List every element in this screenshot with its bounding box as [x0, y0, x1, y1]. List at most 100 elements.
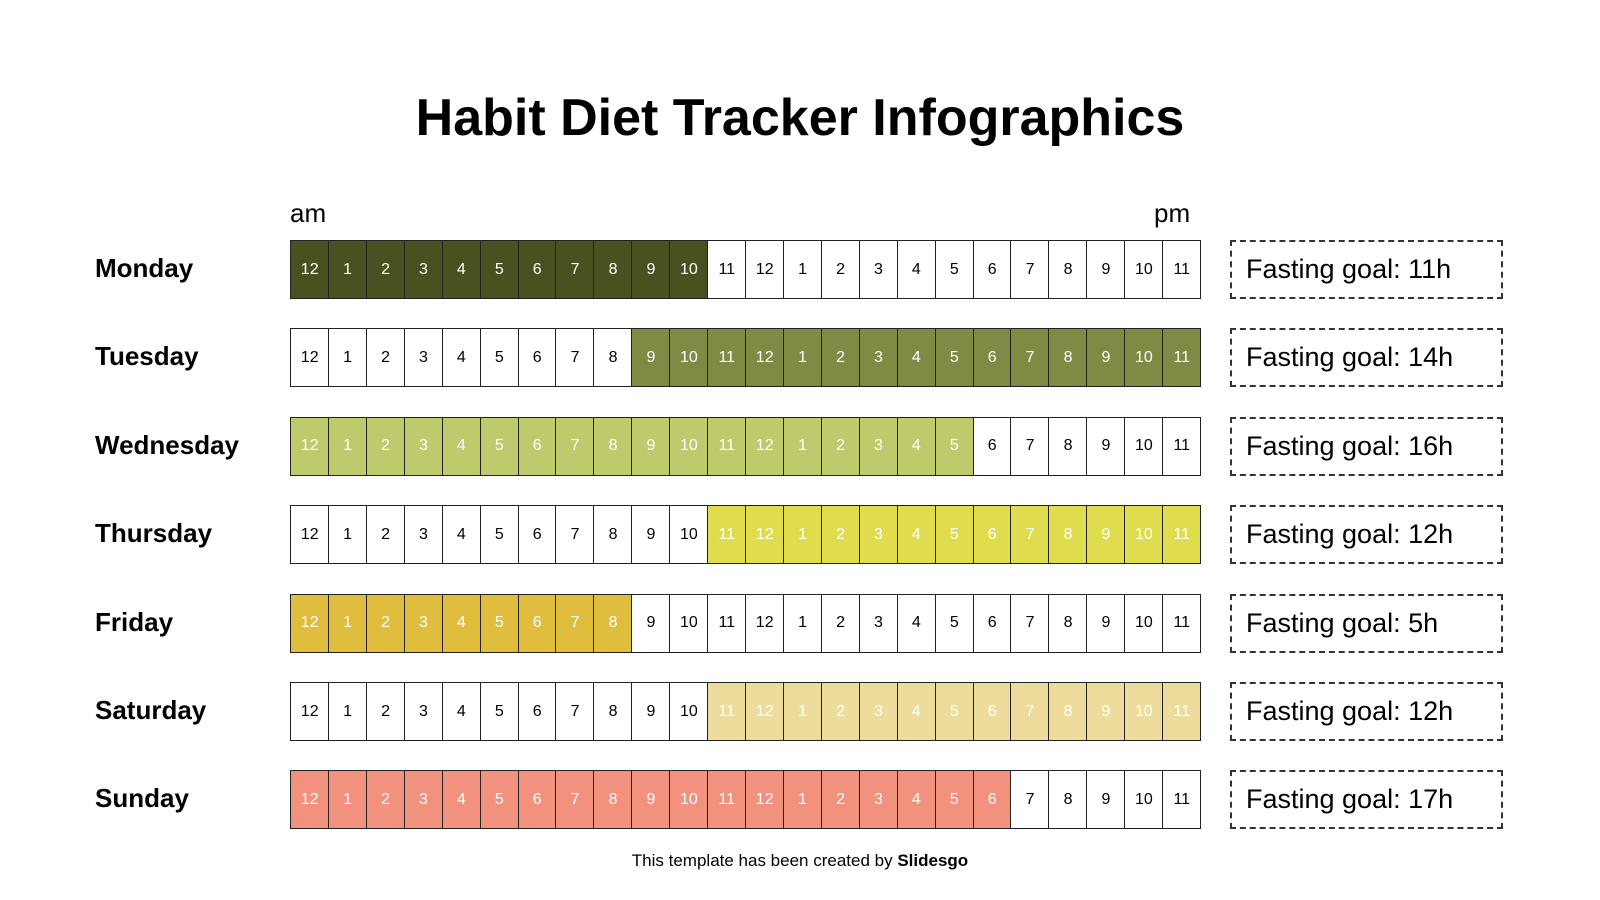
hour-cell: 7 [1010, 682, 1050, 741]
hour-cell: 9 [631, 240, 671, 299]
hour-cell: 3 [403, 505, 444, 565]
hour-cell: 5 [934, 505, 974, 565]
hour-cell: 10 [1124, 770, 1164, 830]
hour-cell: 11 [707, 770, 747, 830]
hour-cell: 12 [745, 416, 785, 476]
hour-cell: 2 [820, 770, 861, 830]
hour-cell: 5 [934, 328, 974, 388]
hour-cell: 10 [1124, 416, 1164, 476]
hour-cell: 9 [1086, 682, 1126, 741]
hour-cell: 7 [1010, 416, 1050, 476]
hour-cell: 3 [858, 682, 899, 741]
hour-cell: 5 [934, 682, 974, 741]
hour-cell: 1 [327, 328, 368, 388]
hour-cell: 9 [631, 682, 671, 741]
hour-cell: 4 [441, 240, 482, 299]
hour-cell: 7 [555, 240, 595, 299]
hour-cell: 9 [1086, 505, 1126, 565]
hour-cell: 10 [1124, 505, 1164, 565]
hour-cell: 4 [896, 770, 937, 830]
fasting-goal: Fasting goal: 17h [1230, 770, 1503, 830]
hour-cell: 4 [441, 682, 482, 741]
hour-cell: 1 [782, 682, 823, 741]
hour-cell: 12 [290, 328, 330, 388]
hour-cell: 1 [327, 682, 368, 741]
hour-cell: 10 [669, 328, 709, 388]
hour-cell: 7 [555, 682, 595, 741]
hour-cell: 3 [858, 593, 899, 653]
hour-cell: 7 [1010, 505, 1050, 565]
hour-cell: 10 [669, 416, 709, 476]
hour-cell: 6 [517, 593, 557, 653]
hour-cell: 12 [745, 240, 785, 299]
hour-cell: 1 [327, 416, 368, 476]
hour-cell: 3 [403, 416, 444, 476]
hour-cell: 5 [479, 416, 519, 476]
day-name: Saturday [95, 695, 207, 725]
hour-cell: 5 [479, 505, 519, 565]
footer: This template has been created by Slides… [0, 851, 1600, 871]
hour-cell: 2 [820, 505, 861, 565]
hour-cell: 10 [1124, 682, 1164, 741]
day-name: Thursday [95, 518, 213, 549]
hour-cell: 11 [1162, 770, 1202, 830]
hour-cell: 7 [555, 593, 595, 653]
hour-cell: 3 [858, 770, 899, 830]
hour-cell: 11 [707, 416, 747, 476]
hour-cell: 10 [1124, 328, 1164, 388]
hour-cell: 2 [365, 416, 406, 476]
hour-cell: 6 [972, 240, 1012, 299]
hour-cell: 2 [820, 328, 861, 388]
hour-cell: 1 [782, 593, 823, 653]
hour-cell: 9 [631, 416, 671, 476]
hour-cell: 6 [517, 240, 557, 299]
fasting-goal: Fasting goal: 12h [1230, 682, 1503, 741]
hour-cell: 7 [1010, 593, 1050, 653]
hour-cell: 1 [327, 770, 368, 830]
hour-cell: 10 [669, 593, 709, 653]
hour-cell: 11 [1162, 416, 1202, 476]
hour-cell: 8 [1048, 682, 1088, 741]
hour-cell: 2 [820, 682, 861, 741]
fasting-goal: Fasting goal: 5h [1230, 593, 1503, 653]
hour-cell: 11 [707, 593, 747, 653]
pm-label: pm [1154, 198, 1191, 228]
hour-cell: 11 [1162, 682, 1202, 741]
hour-cell: 4 [441, 416, 482, 476]
hour-cell: 5 [479, 593, 519, 653]
hour-cell: 3 [403, 240, 444, 299]
hour-cell: 12 [745, 328, 785, 388]
hour-cell: 12 [290, 505, 330, 565]
hour-cell: 8 [1048, 240, 1088, 299]
hour-cell: 12 [290, 682, 330, 741]
hour-cell: 5 [479, 240, 519, 299]
hour-cell: 11 [707, 505, 747, 565]
title: Habit Diet Tracker Infographics [415, 89, 1185, 147]
hour-cell: 8 [1048, 416, 1088, 476]
hour-cell: 3 [858, 328, 899, 388]
fasting-goal: Fasting goal: 14h [1230, 328, 1503, 388]
hour-cell: 1 [782, 416, 823, 476]
hour-cell: 7 [1010, 328, 1050, 388]
hour-cell: 4 [896, 328, 937, 388]
footer-text: This template has been created by [631, 851, 893, 870]
hour-cell: 8 [593, 682, 633, 741]
hour-cell: 8 [593, 593, 633, 653]
hour-cell: 7 [555, 328, 595, 388]
hour-cell: 12 [290, 240, 330, 299]
hour-cell: 1 [782, 505, 823, 565]
day-name: Friday [95, 606, 174, 637]
hour-cell: 9 [1086, 770, 1126, 830]
hour-cell: 10 [669, 770, 709, 830]
hour-cell: 2 [820, 240, 861, 299]
hour-cell: 1 [782, 770, 823, 830]
day-name: Sunday [95, 783, 189, 814]
hour-cell: 2 [365, 593, 406, 653]
hour-cell: 4 [896, 593, 937, 653]
hour-cell: 3 [858, 416, 899, 476]
hour-cell: 4 [896, 682, 937, 741]
hour-cell: 11 [1162, 593, 1202, 653]
hour-cell: 8 [593, 770, 633, 830]
hour-cell: 8 [1048, 505, 1088, 565]
hour-cell: 4 [441, 593, 482, 653]
